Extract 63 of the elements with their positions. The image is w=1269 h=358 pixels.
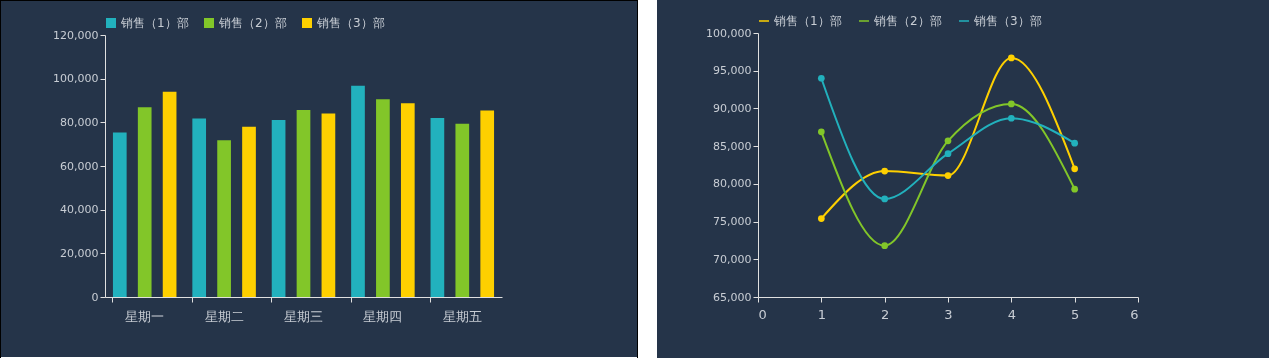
y-tick-label: 20,000 (60, 246, 99, 260)
point (881, 242, 889, 250)
x-tick-label: 0 (758, 306, 767, 322)
point (817, 128, 825, 136)
y-tick-label: 0 (91, 290, 99, 304)
bar (137, 107, 152, 297)
y-tick-label: 100,000 (706, 26, 752, 40)
x-tick-label: 1 (817, 306, 826, 322)
y-tick-label: 80,000 (713, 177, 752, 191)
point (1071, 165, 1079, 173)
y-tick-label: 75,000 (713, 215, 752, 229)
bar (242, 126, 256, 297)
point (944, 150, 952, 158)
bar (112, 132, 127, 297)
y-tick-label: 120,000 (53, 28, 99, 42)
bar (430, 117, 445, 297)
bar (400, 103, 415, 297)
x-tick-label: 星期四 (363, 308, 403, 324)
legend-label: 销售（2）部 (218, 16, 287, 30)
y-tick-label: 70,000 (713, 252, 752, 266)
x-tick-label: 星期二 (204, 308, 244, 324)
x-tick-label: 2 (881, 306, 890, 322)
legend-label: 销售（3）部 (973, 14, 1042, 28)
point (817, 74, 825, 82)
point (944, 172, 952, 179)
point (881, 167, 889, 175)
y-tick-label: 85,000 (713, 139, 752, 153)
legend-label: 销售（1）部 (773, 14, 842, 28)
point (944, 137, 952, 145)
bar (296, 109, 311, 297)
bar (455, 123, 470, 297)
y-tick-label: 40,000 (60, 203, 99, 217)
x-tick-label: 3 (944, 306, 953, 322)
x-tick-label: 星期一 (125, 308, 165, 324)
bar (376, 99, 390, 297)
y-tick-label: 100,000 (53, 72, 99, 86)
point (1071, 139, 1079, 147)
point (1007, 54, 1015, 62)
y-tick-label: 65,000 (713, 290, 752, 304)
legend-label: 销售（2）部 (873, 14, 942, 28)
x-tick-label: 4 (1007, 306, 1016, 322)
x-tick-label: 6 (1130, 306, 1139, 322)
bar (321, 113, 336, 297)
bar (271, 119, 286, 297)
y-tick-label: 95,000 (713, 64, 752, 78)
legend-label: 销售（1）部 (120, 16, 189, 30)
bar (217, 140, 231, 297)
y-tick-label: 90,000 (713, 101, 752, 115)
point (881, 195, 889, 203)
y-tick-label: 60,000 (60, 159, 99, 173)
point (1007, 114, 1015, 122)
point (1007, 100, 1015, 108)
bar (480, 110, 495, 297)
x-tick-label: 5 (1071, 306, 1080, 322)
bar (351, 85, 365, 297)
x-tick-label: 星期三 (284, 308, 323, 324)
legend-label: 销售（3）部 (316, 16, 385, 30)
bar (192, 118, 207, 297)
bar (162, 91, 177, 297)
y-tick-label: 80,000 (60, 115, 99, 129)
x-tick-label: 星期五 (442, 308, 482, 324)
point (817, 215, 825, 222)
point (1071, 185, 1079, 193)
